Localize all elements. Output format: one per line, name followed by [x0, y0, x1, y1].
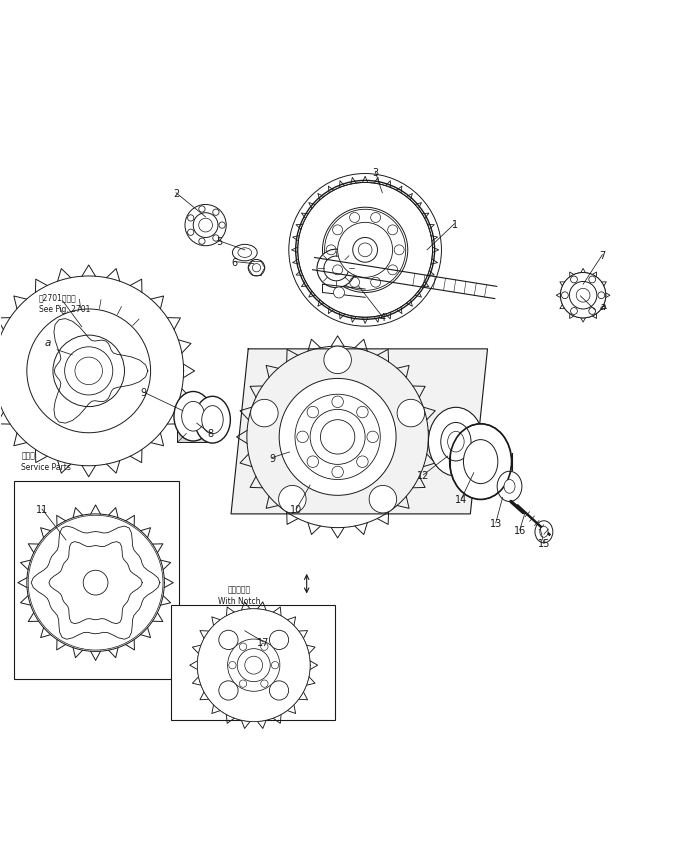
- Circle shape: [279, 379, 396, 496]
- Circle shape: [325, 210, 406, 291]
- Ellipse shape: [441, 423, 471, 461]
- Text: 11: 11: [36, 505, 48, 515]
- Bar: [177, 405, 210, 443]
- Ellipse shape: [219, 630, 238, 650]
- Ellipse shape: [448, 432, 464, 453]
- Circle shape: [248, 260, 265, 276]
- Ellipse shape: [238, 249, 251, 258]
- Ellipse shape: [182, 402, 205, 431]
- Ellipse shape: [269, 681, 289, 700]
- Ellipse shape: [269, 630, 289, 650]
- Polygon shape: [231, 350, 488, 514]
- Circle shape: [83, 571, 108, 595]
- Ellipse shape: [278, 486, 306, 513]
- Circle shape: [358, 244, 372, 257]
- Circle shape: [353, 238, 378, 263]
- Text: 7: 7: [599, 251, 606, 260]
- Text: 9: 9: [141, 387, 147, 398]
- Text: 修理用
Service Parts: 修理用 Service Parts: [21, 451, 71, 472]
- Ellipse shape: [539, 527, 548, 537]
- Circle shape: [227, 639, 280, 691]
- Circle shape: [569, 282, 597, 310]
- Ellipse shape: [232, 245, 257, 262]
- Circle shape: [252, 264, 260, 273]
- Circle shape: [322, 208, 408, 293]
- Ellipse shape: [504, 480, 515, 493]
- Text: 14: 14: [455, 494, 468, 505]
- Text: 第2701図参照
See Fig. 2701: 第2701図参照 See Fig. 2701: [39, 293, 90, 313]
- Text: 2: 2: [173, 189, 179, 199]
- Circle shape: [338, 223, 393, 278]
- Circle shape: [317, 250, 356, 288]
- Text: 8: 8: [207, 429, 214, 439]
- Ellipse shape: [202, 406, 223, 434]
- Ellipse shape: [251, 400, 278, 427]
- Ellipse shape: [369, 486, 397, 513]
- Circle shape: [237, 649, 270, 682]
- Text: 15: 15: [537, 539, 550, 548]
- Circle shape: [576, 289, 590, 303]
- Text: 3: 3: [372, 168, 378, 178]
- Circle shape: [198, 219, 212, 232]
- Ellipse shape: [194, 397, 230, 443]
- Text: a: a: [599, 302, 606, 312]
- Ellipse shape: [219, 681, 238, 700]
- Circle shape: [65, 347, 113, 395]
- Circle shape: [75, 357, 103, 385]
- Text: 9: 9: [269, 453, 276, 463]
- Text: 6: 6: [232, 257, 238, 267]
- Circle shape: [185, 205, 226, 246]
- Circle shape: [310, 410, 365, 465]
- Ellipse shape: [397, 400, 424, 427]
- Polygon shape: [31, 526, 160, 640]
- Text: 1: 1: [451, 220, 457, 229]
- Ellipse shape: [174, 392, 212, 442]
- Circle shape: [197, 609, 310, 722]
- Text: 5: 5: [216, 237, 223, 246]
- Polygon shape: [49, 542, 142, 624]
- Text: a: a: [44, 338, 50, 348]
- Ellipse shape: [464, 440, 498, 484]
- Circle shape: [560, 273, 606, 319]
- Text: 16: 16: [514, 525, 526, 535]
- Text: 4: 4: [379, 313, 385, 322]
- Circle shape: [245, 656, 263, 674]
- Circle shape: [28, 516, 163, 650]
- Ellipse shape: [450, 424, 512, 500]
- Ellipse shape: [324, 347, 351, 375]
- Ellipse shape: [497, 472, 522, 502]
- Circle shape: [27, 310, 151, 433]
- Circle shape: [298, 183, 433, 318]
- Text: 12: 12: [418, 470, 430, 480]
- Ellipse shape: [535, 521, 553, 543]
- Text: 17: 17: [257, 637, 269, 647]
- Circle shape: [333, 288, 344, 299]
- Ellipse shape: [429, 408, 484, 476]
- Text: 13: 13: [490, 518, 502, 528]
- Circle shape: [193, 214, 218, 238]
- Circle shape: [320, 420, 355, 455]
- Text: 切り欠き例
With Notch: 切り欠き例 With Notch: [218, 585, 260, 606]
- Text: 10: 10: [290, 505, 302, 515]
- Circle shape: [295, 395, 380, 480]
- Bar: [172, 605, 335, 721]
- Circle shape: [296, 181, 435, 320]
- Circle shape: [53, 336, 125, 407]
- Bar: [14, 481, 179, 679]
- Circle shape: [324, 257, 349, 282]
